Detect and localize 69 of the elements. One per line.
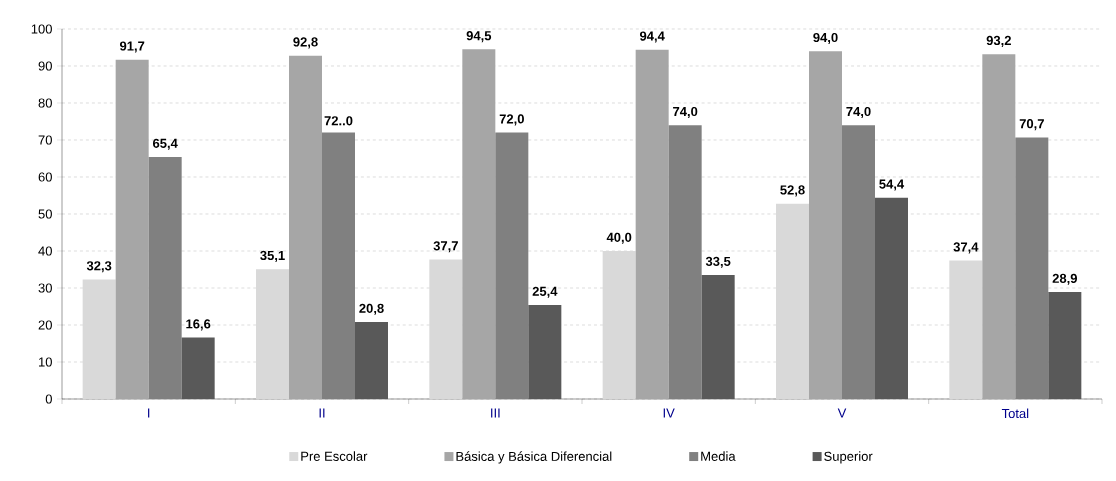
bar: [875, 197, 908, 399]
data-label: 54,4: [879, 179, 905, 191]
bar: [181, 337, 215, 399]
data-label: 70,7: [1019, 119, 1044, 131]
bar: [1048, 292, 1082, 399]
data-label: 72,0: [499, 114, 524, 126]
legend-label: Superior: [824, 451, 873, 464]
data-label: 35,1: [260, 250, 285, 262]
bar: [982, 54, 1016, 399]
data-label: 94,4: [639, 31, 665, 43]
data-label: 92,8: [293, 37, 318, 49]
data-label: 52,8: [780, 185, 805, 197]
bar: [809, 51, 842, 399]
data-label: 74,0: [846, 106, 871, 118]
bar: [495, 132, 529, 399]
bar: [1015, 137, 1049, 399]
bar: [668, 125, 702, 399]
y-tick-label: 80: [38, 98, 52, 108]
x-tick-label: III: [491, 408, 500, 418]
bar: [776, 203, 809, 399]
bar: [256, 269, 289, 399]
y-tick-label: 60: [38, 172, 52, 182]
data-label: 65,4: [152, 138, 178, 150]
bar: [602, 251, 636, 399]
data-label: 94,5: [466, 31, 492, 43]
data-label: 37,4: [953, 242, 979, 254]
bar: [148, 157, 182, 399]
bar: [842, 125, 875, 399]
y-tick-label: 0: [45, 394, 52, 404]
bar: [322, 132, 355, 399]
data-label: 20,8: [359, 303, 384, 315]
data-label: 28,9: [1052, 273, 1077, 285]
data-label: 74,0: [673, 106, 698, 118]
data-label: 37,7: [433, 241, 458, 253]
data-label: 25,4: [532, 286, 558, 298]
legend-label: Básica y Básica Diferencial: [456, 451, 612, 464]
y-tick-label: 100: [31, 24, 52, 34]
y-tick-label: 10: [38, 357, 52, 367]
y-tick-label: 70: [38, 135, 52, 145]
bar: [82, 279, 116, 399]
x-tick-label: V: [837, 408, 847, 418]
bar: [289, 55, 322, 399]
bar: [701, 275, 735, 399]
legend-label: Pre Escolar: [301, 451, 368, 461]
y-tick-label: 20: [38, 320, 52, 330]
y-tick-label: 90: [38, 61, 52, 71]
x-tick-label: II: [319, 408, 325, 418]
y-tick-label: 50: [38, 209, 52, 219]
data-label: 32,3: [86, 261, 112, 273]
data-label: 40,0: [606, 232, 632, 244]
data-label: 72..0: [324, 116, 353, 126]
data-label: 16,6: [186, 319, 211, 331]
legend-label: Media: [701, 451, 736, 461]
x-tick-label: Total: [1001, 408, 1029, 419]
bar: [528, 305, 562, 399]
bar: [949, 260, 983, 399]
bar: [355, 322, 388, 399]
data-label: 94,0: [813, 32, 838, 44]
bar: [429, 259, 463, 399]
y-tick-label: 40: [38, 246, 52, 256]
x-tick-label: IV: [663, 408, 675, 418]
bar: [635, 49, 669, 399]
bar: [115, 59, 149, 399]
data-label: 91,7: [119, 41, 145, 53]
bar: [462, 49, 496, 399]
data-label: 93,2: [986, 35, 1011, 47]
data-label: 33,5: [705, 256, 731, 268]
y-tick-label: 30: [38, 283, 52, 293]
x-tick-label: I: [148, 408, 150, 418]
